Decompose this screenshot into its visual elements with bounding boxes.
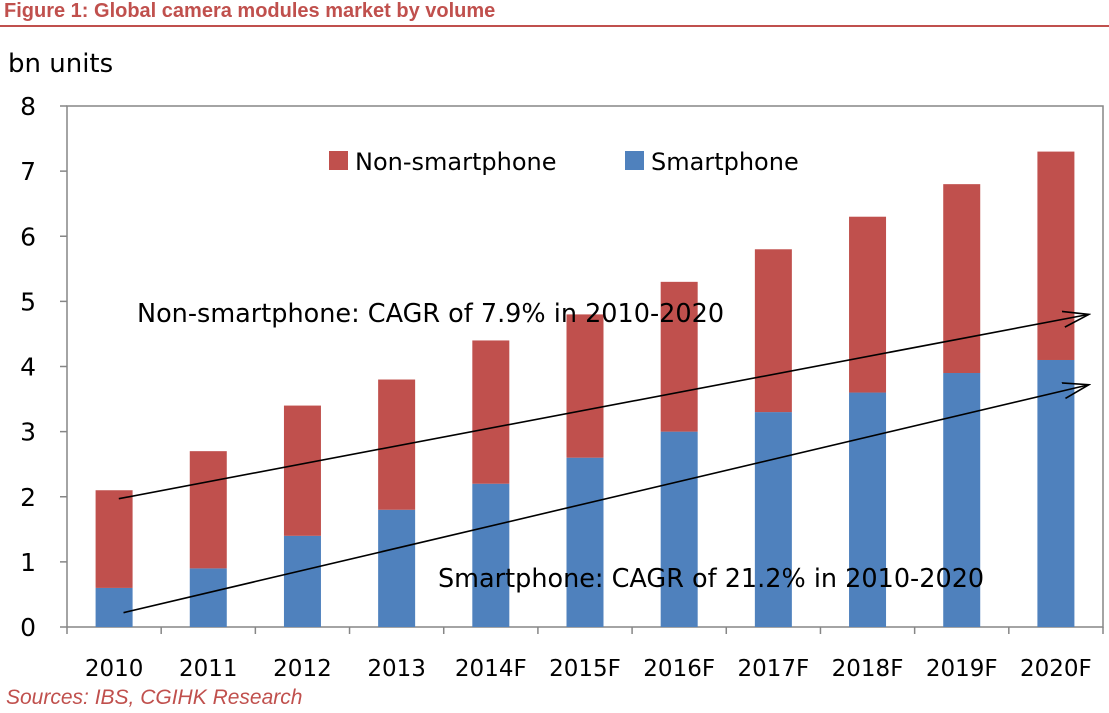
bar-non-smartphone-2011 (189, 451, 227, 569)
title-divider (0, 25, 1109, 27)
annotations: Non-smartphone: CAGR of 7.9% in 2010-202… (118, 299, 1089, 614)
cagr-arrow-1 (118, 314, 1089, 500)
x-tick-label: 2019F (926, 656, 998, 682)
cagr-annotation-1: Non-smartphone: CAGR of 7.9% in 2010-202… (137, 299, 724, 329)
bar-non-smartphone-2019f (943, 184, 981, 374)
bar-non-smartphone-2012 (283, 405, 321, 536)
y-axis: 0 1 2 3 4 5 6 7 8 (20, 92, 67, 642)
bar-smartphone-2018f (849, 392, 887, 627)
x-tick-label: 2012 (273, 656, 332, 682)
cagr-annotation-2: Smartphone: CAGR of 21.2% in 2010-2020 (438, 564, 984, 594)
bar-smartphone-2010 (95, 587, 133, 627)
bar-smartphone-2016f (660, 431, 698, 627)
y-tick-label: 3 (20, 418, 36, 447)
x-tick-label: 2014F (455, 656, 527, 682)
y-tick-label: 6 (20, 222, 36, 251)
bar-smartphone-2020f (1037, 359, 1075, 627)
y-tick-label: 1 (20, 548, 36, 577)
bar-smartphone-2011 (189, 568, 227, 627)
y-tick-label: 4 (20, 353, 36, 382)
bar-series (95, 151, 1075, 627)
legend-swatch (625, 151, 644, 170)
x-tick-label: 2017F (737, 656, 809, 682)
x-tick-label: 2020F (1020, 656, 1092, 682)
bar-smartphone-2012 (283, 535, 321, 627)
bar-non-smartphone-2014f (472, 340, 510, 484)
cagr-arrow-2 (123, 385, 1089, 614)
x-tick-label: 2013 (367, 656, 426, 682)
legend-swatch (329, 151, 348, 170)
bar-non-smartphone-2020f (1037, 151, 1075, 360)
bar-non-smartphone-2016f (660, 281, 698, 432)
x-tick-label: 2011 (179, 656, 238, 682)
y-tick-label: 0 (20, 613, 36, 642)
bar-smartphone-2015f (566, 457, 604, 627)
x-tick-label: 2016F (643, 656, 715, 682)
bar-smartphone-2014f (472, 483, 510, 627)
x-axis: 2010 2011 2012 2013 2014F 2015F 2016F 2017F 2018… (66, 627, 1104, 682)
y-tick-label: 7 (20, 157, 36, 186)
bar-non-smartphone-2017f (754, 249, 792, 413)
y-tick-label: 8 (20, 92, 36, 121)
figure-title: Figure 1: Global camera modules market b… (4, 0, 496, 22)
legend-label: Non-smartphone (355, 148, 556, 176)
y-tick-label: 5 (20, 287, 36, 316)
y-tick-label: 2 (20, 483, 36, 512)
bar-smartphone-2017f (754, 412, 792, 627)
bar-smartphone-2013 (378, 509, 416, 627)
legend-label: Smartphone (651, 148, 799, 176)
bar-non-smartphone-2013 (378, 379, 416, 510)
bar-non-smartphone-2010 (95, 490, 133, 588)
x-tick-label: 2010 (85, 656, 144, 682)
x-tick-label: 2015F (549, 656, 621, 682)
y-axis-label: bn units (8, 49, 113, 79)
source-note: Sources: IBS, CGIHK Research (6, 686, 303, 709)
x-tick-label: 2018F (832, 656, 904, 682)
bar-non-smartphone-2018f (849, 216, 887, 393)
bar-non-smartphone-2015f (566, 314, 604, 458)
legend: Non-smartphone Smartphone (329, 148, 799, 176)
